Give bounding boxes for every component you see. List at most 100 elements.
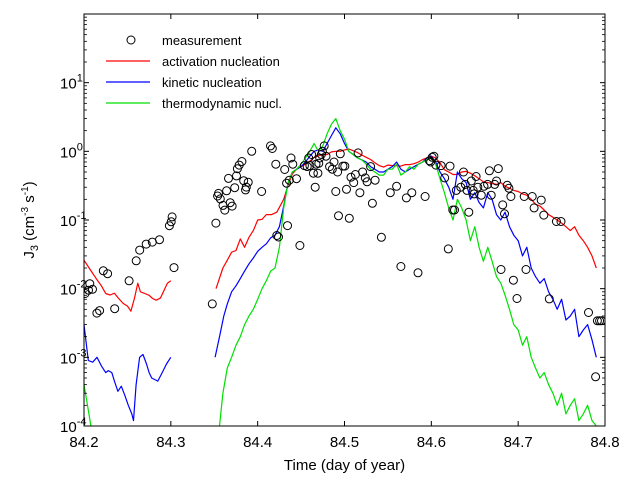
data-point-20: [211, 218, 221, 228]
data-point-85: [358, 167, 368, 177]
y-axis-title-main: J: [21, 251, 38, 259]
data-point-120: [473, 182, 483, 192]
data-point-150: [597, 316, 605, 326]
data-point-12: [141, 239, 151, 249]
data-point-17: [167, 212, 177, 222]
y-tick-label-base: 10: [60, 419, 77, 436]
data-point-58: [307, 150, 317, 159]
data-point-88: [366, 162, 376, 172]
data-point-26: [222, 186, 232, 196]
y-tick-label-5: 101: [60, 73, 83, 93]
data-point-104: [436, 161, 446, 171]
data-point-146: [584, 308, 593, 317]
data-point-4: [92, 308, 102, 318]
data-point-37: [241, 182, 251, 192]
data-point-7: [103, 269, 113, 279]
x-tick-label-6: 84.8: [590, 434, 619, 451]
data-point-144: [551, 217, 561, 226]
data-point-114: [462, 185, 472, 195]
data-point-143: [544, 294, 554, 304]
y-tick-label-3: 10-1: [60, 210, 86, 230]
y-axis-title-units-prefix: (cm: [21, 216, 38, 245]
data-point-25: [220, 205, 230, 215]
data-point-98: [420, 192, 430, 201]
data-point-50: [286, 153, 296, 163]
y-tick-label-base: 10: [60, 76, 77, 93]
data-point-52: [292, 174, 301, 184]
data-point-38: [243, 177, 253, 187]
y-axis-title-units-exp1: -3: [20, 207, 31, 216]
y-tick-label-base: 10: [60, 144, 77, 161]
legend-label-measurement: measurement: [162, 33, 242, 48]
series-thermodynamic-nucl: [84, 118, 597, 426]
data-point-10: [131, 256, 141, 266]
data-point-147: [591, 372, 601, 382]
data-point-27: [224, 173, 233, 183]
data-point-78: [342, 184, 351, 194]
data-point-51: [288, 159, 298, 169]
legend-label-activation-nucleation: activation nucleation: [162, 54, 280, 69]
x-tick-label-2: 84.4: [243, 434, 272, 451]
x-tick-label-4: 84.6: [417, 434, 446, 451]
data-point-0: [84, 289, 90, 298]
data-point-57: [305, 161, 315, 171]
data-point-23: [215, 194, 225, 204]
data-point-124: [484, 166, 494, 176]
x-tick-label-1: 84.3: [156, 434, 185, 451]
data-point-93: [392, 181, 402, 191]
series-activation-nucleation: [84, 148, 597, 312]
y-tick-label-exponent: 1: [77, 73, 83, 85]
data-point-136: [512, 294, 522, 303]
data-point-125: [486, 190, 496, 200]
data-point-49: [284, 175, 294, 185]
data-point-129: [496, 265, 506, 274]
data-point-138: [521, 265, 531, 274]
data-point-41: [266, 141, 275, 151]
series-line-activation-nucleation-1: [215, 148, 597, 289]
data-point-16: [166, 217, 176, 227]
data-point-123: [483, 179, 493, 189]
data-point-121: [476, 190, 486, 200]
data-point-63: [314, 158, 324, 168]
data-point-80: [346, 172, 356, 182]
series-line-kinetic-nucleation-0: [84, 324, 172, 422]
y-tick-label-base: 10: [60, 282, 77, 299]
y-tick-label-exponent: -3: [77, 347, 87, 359]
data-point-22: [214, 188, 223, 198]
legend-marker-measurement: [126, 35, 136, 45]
plot-frame: [83, 13, 606, 427]
data-point-84: [355, 188, 365, 198]
x-tick-label-3: 84.5: [330, 434, 359, 451]
data-point-95: [401, 193, 411, 203]
data-point-140: [529, 203, 539, 213]
legend-label-kinetic-nucleation: kinetic nucleation: [162, 75, 262, 90]
data-point-68: [321, 151, 331, 161]
data-point-8: [110, 304, 120, 314]
y-tick-label-base: 10: [60, 350, 77, 367]
data-point-75: [335, 149, 345, 159]
data-point-53: [295, 241, 305, 250]
data-point-3: [88, 284, 97, 294]
data-point-43: [271, 159, 281, 169]
data-point-127: [492, 176, 501, 186]
x-tick-labels: 84.2 84.3 84.4 84.5 84.6 84.7 84.8: [69, 434, 619, 451]
y-tick-label-0: 10-4: [60, 416, 86, 436]
data-point-115: [464, 207, 474, 217]
y-axis-title-units-mid: s: [21, 195, 38, 207]
data-point-102: [429, 151, 439, 161]
y-axis-title-units-exp2: -1: [20, 186, 31, 195]
data-point-118: [469, 189, 479, 199]
data-point-96: [407, 188, 417, 198]
data-point-77: [340, 161, 350, 171]
data-point-19: [207, 299, 217, 309]
data-point-145: [556, 217, 566, 226]
data-point-119: [471, 172, 481, 181]
data-point-97: [413, 268, 423, 278]
legend-entry-thermodynamic-nucl: thermodynamic nucl.: [106, 96, 282, 111]
data-point-30: [230, 183, 240, 193]
data-point-134: [506, 192, 516, 201]
data-point-29: [227, 201, 237, 211]
data-point-67: [319, 141, 329, 151]
data-point-90: [370, 175, 380, 185]
